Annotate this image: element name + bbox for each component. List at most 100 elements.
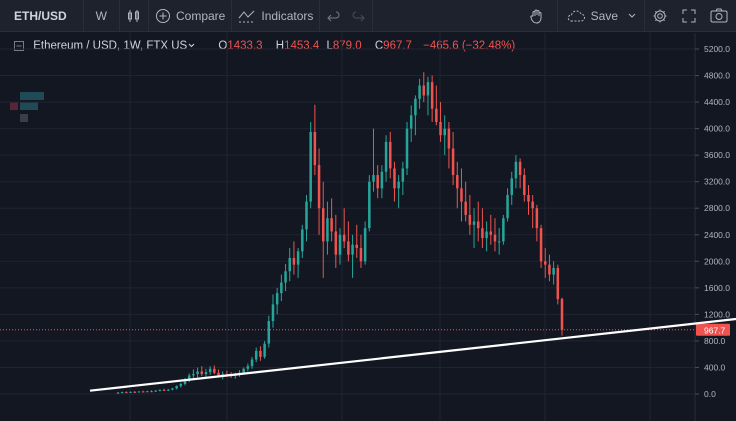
indicators-label: Indicators [261,8,314,23]
indicators-icon [238,10,256,22]
symbol-label: ETH/USD [14,8,67,23]
candle-body [292,257,296,265]
candle-body [384,141,388,172]
candle-body [435,108,438,122]
candle-body [154,390,157,392]
y-tick-label: 3600.0 [704,150,730,160]
candle-body [330,218,333,232]
candle-body [158,389,162,391]
candle-body [280,282,283,294]
candle-body [246,366,250,369]
candle-body [502,218,505,242]
undo-icon [327,11,340,21]
chart-type-button[interactable] [120,0,149,32]
chevron-down-icon[interactable] [188,43,195,48]
y-tick-label: 4000.0 [704,124,730,134]
candle-body [317,165,321,209]
save-button[interactable]: Save [558,0,645,32]
candle-body [342,234,346,242]
candle-body [192,374,195,376]
undo-button[interactable] [320,0,346,32]
symbol-button[interactable]: ETH/USD [0,0,84,32]
candle-body [460,188,463,202]
compare-button[interactable]: Compare [149,0,233,32]
hand-tool-button[interactable] [517,0,558,32]
candle-body [472,221,476,225]
candle-body [129,391,132,393]
candle-body [527,194,530,202]
price-axis[interactable] [695,33,736,421]
candle-body [267,321,271,344]
open-label: O [218,40,228,52]
candle-body [543,261,547,265]
candle-body [141,391,145,393]
candle-body [485,231,488,239]
snapshot-button[interactable] [703,0,736,32]
interval-button[interactable]: W [84,0,120,32]
candle-body [380,171,384,189]
swatch-teal-2 [20,102,38,110]
candle-body [275,293,279,305]
candle-body [447,128,451,149]
plus-circle-icon [156,8,170,23]
camera-icon [710,8,728,23]
candle-body [376,175,379,189]
settings-button[interactable] [645,0,675,32]
candle-body [368,181,371,229]
candle-body [263,343,266,357]
candle-body [187,375,191,380]
candle-body [355,244,359,249]
y-tick-label: 1200.0 [704,309,730,319]
indicators-button[interactable]: Indicators [232,0,321,32]
chevron-down-icon [628,13,636,18]
candle-body [422,85,426,96]
redo-icon [352,11,366,21]
candle-body [409,115,413,129]
candle-body [506,194,509,219]
redo-button[interactable] [346,0,374,32]
candle-body [426,82,430,96]
candle-body [372,175,375,182]
candle-body [133,391,137,393]
fullscreen-icon [682,9,696,22]
candle-body [351,244,354,255]
candle-body [288,257,291,272]
candle-body [518,161,522,176]
y-tick-label: 2000.0 [704,256,730,266]
candle-body [309,131,312,202]
candle-body [393,168,396,189]
candle-body [301,229,304,252]
candle-body [552,267,555,275]
candle-body [493,234,497,242]
candle-body [116,392,120,394]
candle-body [556,267,560,300]
high-label: H [275,40,285,52]
candle-body [208,368,212,373]
collapse-square-icon[interactable] [14,41,24,51]
candle-body [313,131,317,166]
save-label: Save [590,8,618,23]
candle-body [456,175,459,189]
low-label: L [326,40,333,52]
candle-body [204,372,208,375]
candle-body [196,371,199,375]
trendline[interactable] [89,317,736,392]
fullscreen-button[interactable] [675,0,703,32]
candle-body [468,214,472,225]
gear-icon [653,9,667,22]
candle-body [242,368,245,373]
candle-body [125,392,128,394]
swatch-teal [20,92,44,100]
candle-body [326,218,329,242]
candle-body [183,379,187,385]
candle-body [363,228,367,262]
candle-body [338,234,342,255]
candle-body [443,128,446,136]
candle-body [250,359,254,367]
candle-body [150,391,153,393]
candle-body [146,391,149,393]
candle-body [548,264,551,275]
y-tick-label: 4800.0 [704,71,730,81]
